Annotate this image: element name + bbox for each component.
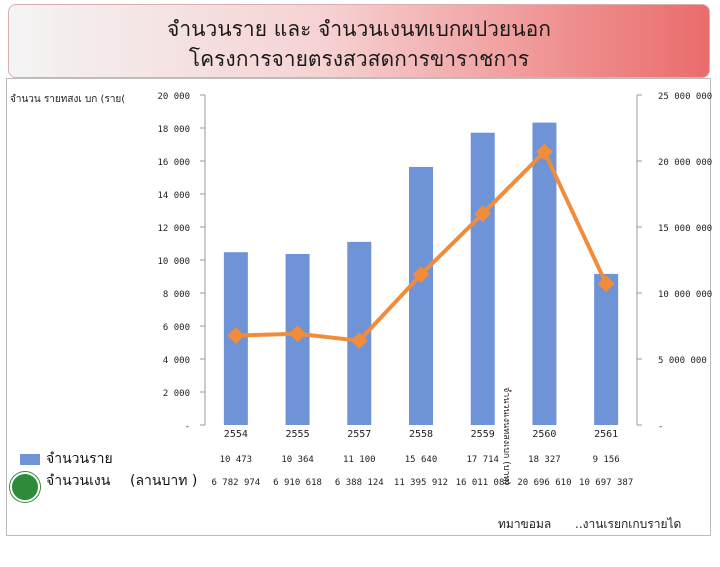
line-point xyxy=(474,205,492,223)
x-tick-label: 2554 xyxy=(224,429,248,440)
legend-unit: (ลานบาท ) xyxy=(130,473,198,489)
legend: จำนวนราย จำนวนเงน (ลานบาท ) xyxy=(20,448,197,492)
y-tick-label-right: 25 000 000 xyxy=(658,92,712,102)
y-tick-label-left: 2 000 xyxy=(163,389,190,399)
x-tick-label: 2559 xyxy=(471,429,495,440)
chart-title-line-1: จำนวนราย และ จำนวนเงนทเบกผปวยนอก xyxy=(167,17,551,41)
source-label: ทมาขอมล xyxy=(498,517,552,531)
chart-frame xyxy=(6,78,711,536)
y-tick-label-right: 20 000 000 xyxy=(658,158,712,168)
line-point xyxy=(597,275,615,293)
bar-data-label: 10 364 xyxy=(281,455,314,465)
bar-data-label: 18 327 xyxy=(528,455,561,465)
bar xyxy=(594,273,619,425)
bar xyxy=(470,132,495,425)
line-data-label: 6 782 974 xyxy=(211,478,260,488)
legend-label-bar: จำนวนราย xyxy=(46,451,113,467)
source-value: ..งานเรยกเกบรายได xyxy=(575,517,682,531)
x-tick-label: 2561 xyxy=(594,429,618,440)
y-tick-label-left: 6 000 xyxy=(163,323,190,333)
y-tick-label-right: 10 000 000 xyxy=(658,290,712,300)
line-point xyxy=(289,325,307,343)
bar-data-label: 15 640 xyxy=(405,455,438,465)
x-tick-label: 2557 xyxy=(347,429,371,440)
legend-label-line: จำนวนเงน xyxy=(46,473,111,489)
line-data-label: 6 388 124 xyxy=(335,478,384,488)
y-tick-label-left: 4 000 xyxy=(163,356,190,366)
y-tick-label-right: - xyxy=(658,422,663,432)
line-point xyxy=(535,143,553,161)
y-tick-label-right: 5 000 000 xyxy=(658,356,707,366)
line-data-label: 20 696 610 xyxy=(517,478,571,488)
legend-swatch-bar xyxy=(20,453,40,465)
title-banner: จำนวนราย และ จำนวนเงนทเบกผปวยนอก โครงการ… xyxy=(8,4,710,78)
line-point xyxy=(227,326,245,344)
left-axis-label: จำนวน รายทสงเ บก (ราย( xyxy=(10,94,126,105)
line-data-label: 16 011 088 xyxy=(456,478,510,488)
legend-item-bar: จำนวนราย xyxy=(20,448,113,470)
y-tick-label-left: 8 000 xyxy=(163,290,190,300)
combo-chart: - 2 000 4 000 6 000 8 000 10 000 12 000 14 000 1… xyxy=(157,92,712,488)
y-tick-label-left: 14 000 xyxy=(157,191,190,201)
x-tick-label: 2555 xyxy=(286,429,310,440)
line-data-label: 11 395 912 xyxy=(394,478,448,488)
chart-title-line-2: โครงการจายตรงสวสดการขาราชการ xyxy=(188,47,530,71)
bar-data-label: 17 714 xyxy=(466,455,499,465)
y-tick-label-left: 20 000 xyxy=(157,92,190,102)
line-point xyxy=(412,266,430,284)
line-data-label: 10 697 387 xyxy=(579,478,633,488)
y-tick-label-left: 12 000 xyxy=(157,224,190,234)
y-tick-label-left: 16 000 xyxy=(157,158,190,168)
y-tick-label-left: - xyxy=(185,422,190,432)
ministry-logo-icon xyxy=(10,472,40,502)
x-tick-label: 2558 xyxy=(409,429,433,440)
bar-data-label: 11 100 xyxy=(343,455,376,465)
line-data-label: 6 910 618 xyxy=(273,478,322,488)
y-tick-label-left: 10 000 xyxy=(157,257,190,267)
legend-item-line: จำนวนเงน (ลานบาท ) xyxy=(20,470,197,492)
line-point xyxy=(350,332,368,350)
x-tick-label: 2560 xyxy=(532,429,556,440)
y-tick-label-left: 18 000 xyxy=(157,125,190,135)
y-tick-label-right: 15 000 000 xyxy=(658,224,712,234)
bar xyxy=(409,166,433,425)
bar-data-label: 10 473 xyxy=(220,455,253,465)
bar-data-label: 9 156 xyxy=(593,455,620,465)
